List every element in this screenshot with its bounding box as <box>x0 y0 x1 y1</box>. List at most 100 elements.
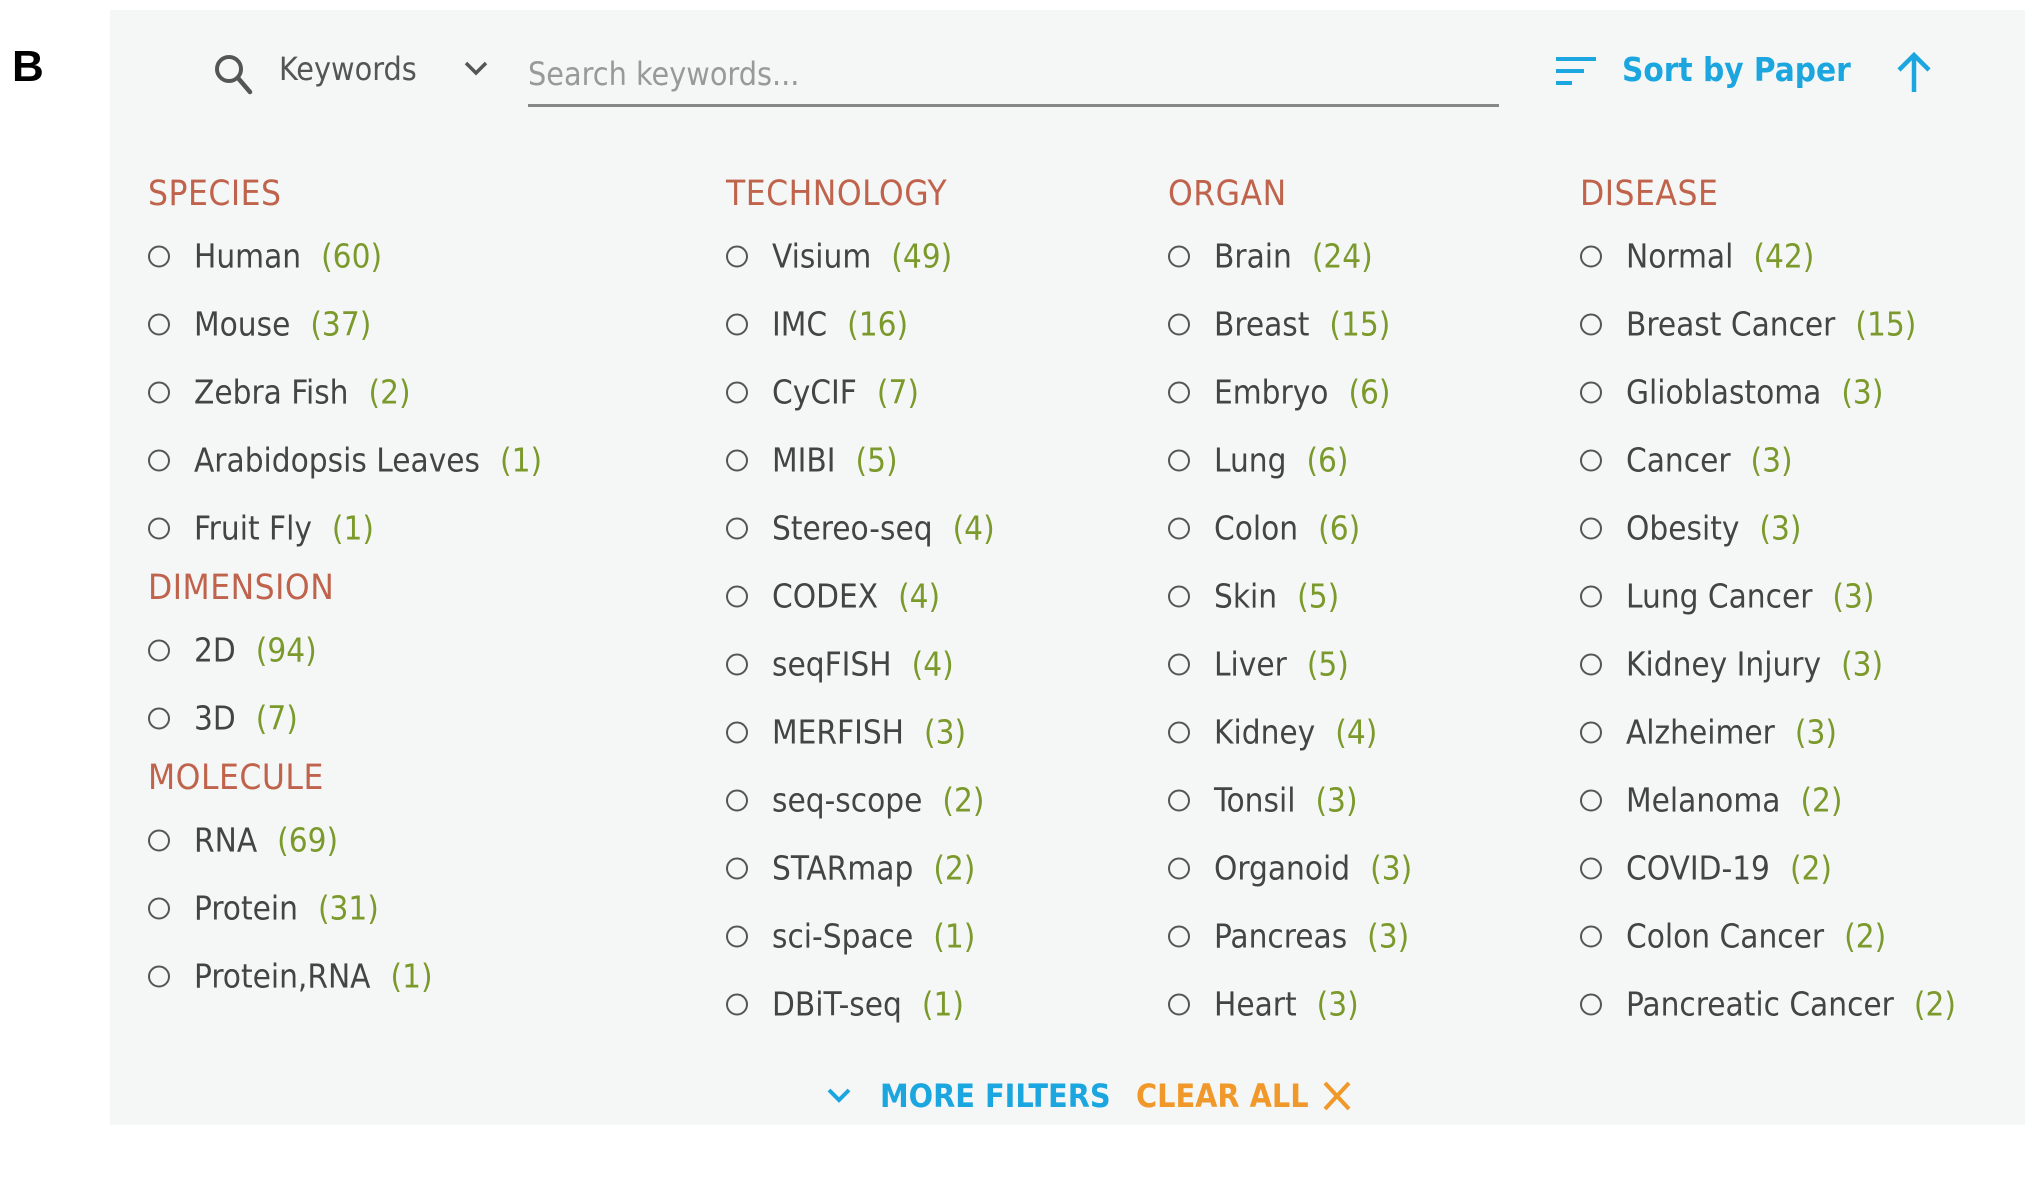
radio-button[interactable] <box>1168 789 1190 811</box>
filter-option[interactable]: Breast (15) <box>1168 305 1390 344</box>
filter-option[interactable]: Liver (5) <box>1168 645 1349 684</box>
filter-option[interactable]: Obesity (3) <box>1580 509 1801 548</box>
radio-button[interactable] <box>1168 313 1190 335</box>
filter-option[interactable]: Organoid (3) <box>1168 849 1412 888</box>
filter-option[interactable]: Tonsil (3) <box>1168 781 1358 820</box>
radio-button[interactable] <box>1580 313 1602 335</box>
filter-option[interactable]: 2D (94) <box>148 631 317 670</box>
filter-option[interactable]: Alzheimer (3) <box>1580 713 1837 752</box>
filter-option[interactable]: Skin (5) <box>1168 577 1339 616</box>
filter-option[interactable]: RNA (69) <box>148 821 338 860</box>
filter-option[interactable]: Human (60) <box>148 237 382 276</box>
radio-button[interactable] <box>726 449 748 471</box>
search-field-selector[interactable]: Keywords <box>279 50 417 88</box>
filter-option[interactable]: Visium (49) <box>726 237 952 276</box>
filter-option[interactable]: Brain (24) <box>1168 237 1373 276</box>
radio-button[interactable] <box>1580 245 1602 267</box>
radio-button[interactable] <box>1168 925 1190 947</box>
radio-button[interactable] <box>1580 721 1602 743</box>
radio-button[interactable] <box>1580 993 1602 1015</box>
filter-option[interactable]: Zebra Fish (2) <box>148 373 411 412</box>
filter-option[interactable]: Colon Cancer (2) <box>1580 917 1886 956</box>
radio-button[interactable] <box>1580 925 1602 947</box>
radio-button[interactable] <box>726 993 748 1015</box>
sort-icon[interactable] <box>1556 55 1598 87</box>
filter-option[interactable]: Protein,RNA (1) <box>148 957 433 996</box>
sort-by-paper-button[interactable]: Sort by Paper <box>1622 50 1851 89</box>
radio-button[interactable] <box>148 381 170 403</box>
filter-option[interactable]: Cancer (3) <box>1580 441 1793 480</box>
filter-option[interactable]: CyCIF (7) <box>726 373 919 412</box>
radio-button[interactable] <box>1168 517 1190 539</box>
filter-option[interactable]: Pancreatic Cancer (2) <box>1580 985 1956 1024</box>
radio-button[interactable] <box>1168 721 1190 743</box>
chevron-down-icon[interactable] <box>462 56 490 80</box>
filter-option[interactable]: Embryo (6) <box>1168 373 1391 412</box>
radio-button[interactable] <box>148 449 170 471</box>
filter-option[interactable]: MERFISH (3) <box>726 713 966 752</box>
radio-button[interactable] <box>148 707 170 729</box>
radio-button[interactable] <box>1580 381 1602 403</box>
filter-option[interactable]: Lung Cancer (3) <box>1580 577 1874 616</box>
close-icon[interactable] <box>1322 1080 1352 1112</box>
radio-button[interactable] <box>148 829 170 851</box>
radio-button[interactable] <box>1168 993 1190 1015</box>
filter-option[interactable]: Heart (3) <box>1168 985 1359 1024</box>
filter-option[interactable]: CODEX (4) <box>726 577 940 616</box>
radio-button[interactable] <box>1580 517 1602 539</box>
radio-button[interactable] <box>726 245 748 267</box>
filter-option[interactable]: Melanoma (2) <box>1580 781 1843 820</box>
more-filters-button[interactable]: MORE FILTERS <box>880 1077 1111 1115</box>
chevron-down-icon[interactable] <box>825 1086 853 1106</box>
filter-option[interactable]: DBiT-seq (1) <box>726 985 964 1024</box>
filter-option[interactable]: COVID-19 (2) <box>1580 849 1832 888</box>
radio-button[interactable] <box>1580 789 1602 811</box>
filter-option[interactable]: Kidney Injury (3) <box>1580 645 1883 684</box>
filter-option[interactable]: Breast Cancer (15) <box>1580 305 1916 344</box>
radio-button[interactable] <box>148 313 170 335</box>
radio-button[interactable] <box>726 653 748 675</box>
radio-button[interactable] <box>148 517 170 539</box>
clear-all-button[interactable]: CLEAR ALL <box>1136 1077 1309 1115</box>
radio-button[interactable] <box>726 585 748 607</box>
radio-button[interactable] <box>1580 857 1602 879</box>
filter-option[interactable]: seq-scope (2) <box>726 781 984 820</box>
radio-button[interactable] <box>1580 585 1602 607</box>
filter-option[interactable]: Normal (42) <box>1580 237 1814 276</box>
radio-button[interactable] <box>726 925 748 947</box>
filter-option[interactable]: Lung (6) <box>1168 441 1349 480</box>
radio-button[interactable] <box>726 857 748 879</box>
filter-option[interactable]: Mouse (37) <box>148 305 371 344</box>
radio-button[interactable] <box>1168 245 1190 267</box>
filter-option[interactable]: Kidney (4) <box>1168 713 1377 752</box>
filter-option[interactable]: Pancreas (3) <box>1168 917 1409 956</box>
radio-button[interactable] <box>726 721 748 743</box>
radio-button[interactable] <box>1168 585 1190 607</box>
filter-option[interactable]: MIBI (5) <box>726 441 898 480</box>
radio-button[interactable] <box>726 789 748 811</box>
radio-button[interactable] <box>726 517 748 539</box>
filter-option[interactable]: Glioblastoma (3) <box>1580 373 1883 412</box>
radio-button[interactable] <box>148 965 170 987</box>
filter-option[interactable]: seqFISH (4) <box>726 645 954 684</box>
radio-button[interactable] <box>1168 381 1190 403</box>
filter-option[interactable]: Colon (6) <box>1168 509 1360 548</box>
filter-option[interactable]: STARmap (2) <box>726 849 975 888</box>
radio-button[interactable] <box>726 381 748 403</box>
filter-option[interactable]: 3D (7) <box>148 699 298 738</box>
filter-option[interactable]: Arabidopsis Leaves (1) <box>148 441 542 480</box>
radio-button[interactable] <box>726 313 748 335</box>
radio-button[interactable] <box>148 245 170 267</box>
radio-button[interactable] <box>1168 857 1190 879</box>
radio-button[interactable] <box>1580 449 1602 471</box>
radio-button[interactable] <box>148 897 170 919</box>
filter-option[interactable]: Stereo-seq (4) <box>726 509 995 548</box>
radio-button[interactable] <box>148 639 170 661</box>
filter-option[interactable]: IMC (16) <box>726 305 908 344</box>
filter-option[interactable]: Protein (31) <box>148 889 379 928</box>
search-input[interactable] <box>528 44 1499 107</box>
filter-option[interactable]: Fruit Fly (1) <box>148 509 374 548</box>
radio-button[interactable] <box>1168 653 1190 675</box>
filter-option[interactable]: sci-Space (1) <box>726 917 975 956</box>
radio-button[interactable] <box>1168 449 1190 471</box>
